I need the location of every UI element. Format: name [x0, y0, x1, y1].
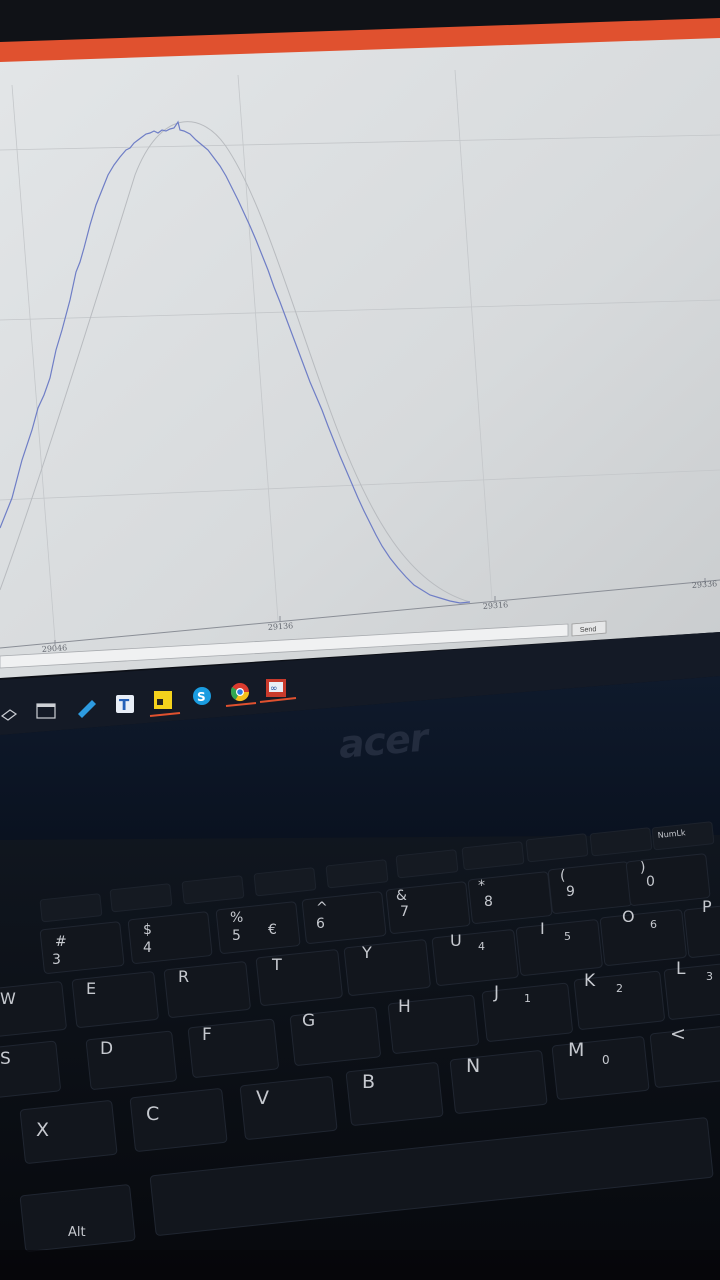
- window-title-bar: [0, 18, 720, 62]
- key-label: V: [256, 1087, 269, 1109]
- x-tick-label-3: 29316: [483, 600, 509, 611]
- alt-key: [19, 1184, 136, 1252]
- key-label: 9: [566, 884, 575, 900]
- number-row-keys[interactable]: [39, 853, 711, 974]
- key-label: &: [396, 888, 407, 904]
- key-label: $: [143, 922, 152, 938]
- pencil-icon[interactable]: [78, 700, 96, 718]
- key-label: (: [560, 868, 565, 884]
- key-label: X: [36, 1119, 49, 1141]
- reference-curve: [0, 121, 471, 603]
- plot-x-axis: [0, 579, 720, 649]
- key-label: R: [178, 967, 189, 986]
- send-button[interactable]: [571, 620, 607, 637]
- key-label: H: [398, 997, 411, 1017]
- key-label: 6: [316, 916, 325, 932]
- message-input[interactable]: [0, 623, 569, 669]
- key-label: 4: [143, 940, 152, 956]
- sticky-notes-icon[interactable]: [154, 691, 172, 709]
- key-label: 0: [646, 874, 655, 890]
- letter-row-home-keys[interactable]: [0, 960, 720, 1100]
- text-app-icon[interactable]: T: [116, 695, 134, 714]
- send-button-label: Send: [580, 626, 597, 634]
- x-tick-label-1: 29046: [42, 643, 68, 654]
- measured-curve: [0, 120, 471, 604]
- key-label: 5: [232, 928, 241, 944]
- taskbar: [0, 632, 720, 735]
- key-label: D: [100, 1039, 113, 1059]
- window-icon[interactable]: [36, 703, 56, 719]
- key-label: I: [540, 919, 545, 938]
- space-bar: [149, 1117, 714, 1236]
- key-label: Y: [361, 943, 372, 962]
- key-label: 2: [616, 982, 623, 995]
- key-label: 4: [478, 940, 485, 953]
- chrome-icon[interactable]: [230, 683, 249, 702]
- key-label: ^: [316, 900, 328, 916]
- key-label: W: [0, 989, 16, 1008]
- key-label: 8: [484, 894, 493, 910]
- key-label: 5: [564, 930, 571, 943]
- x-tick-label-4: 29336: [692, 579, 718, 590]
- key-label: K: [584, 971, 596, 991]
- key-label: 1: [524, 992, 531, 1005]
- key-label: 6: [650, 918, 657, 931]
- key-label: N: [466, 1055, 480, 1077]
- key-label: S: [0, 1049, 11, 1069]
- letter-row-top-keys[interactable]: [0, 901, 720, 1038]
- key-label: 0: [602, 1053, 610, 1067]
- key-label: 3: [52, 952, 61, 968]
- key-label: F: [202, 1025, 212, 1045]
- key-label: €: [268, 922, 277, 938]
- brand-logo: acer: [337, 715, 432, 767]
- bottom-bezel: [0, 676, 720, 840]
- key-label: <: [670, 1023, 686, 1045]
- alt-key-label: Alt: [68, 1225, 86, 1240]
- serial-app-icon[interactable]: ∞: [266, 679, 286, 697]
- key-label: L: [676, 959, 686, 979]
- key-numlock-label: NumLk: [657, 828, 686, 840]
- key-label: U: [450, 931, 462, 950]
- key-label: 3: [706, 970, 713, 983]
- svg-text:T: T: [119, 696, 130, 714]
- taskbar-icons: T S ∞: [0, 679, 297, 721]
- key-label: #: [55, 934, 67, 950]
- key-label: B: [362, 1071, 375, 1093]
- key-label: 7: [400, 904, 409, 920]
- svg-text:∞: ∞: [270, 684, 278, 694]
- skype-icon[interactable]: S: [193, 687, 211, 705]
- plot-grid: [0, 69, 720, 641]
- key-label: O: [622, 907, 635, 926]
- key-label: J: [493, 983, 499, 1003]
- key-label: C: [146, 1103, 159, 1125]
- function-keys: [39, 821, 715, 923]
- key-label: E: [86, 979, 96, 998]
- key-label: M: [568, 1039, 584, 1061]
- key-label: ): [640, 860, 645, 876]
- x-tick-label-2: 29136: [268, 621, 294, 632]
- screen-surface: [0, 30, 720, 678]
- svg-text:S: S: [197, 690, 206, 704]
- letter-row-bottom-keys[interactable]: [19, 1024, 720, 1164]
- key-label: *: [478, 878, 485, 894]
- key-label: T: [271, 955, 282, 974]
- key-label: P: [702, 897, 712, 916]
- key-label: %: [230, 910, 243, 926]
- key-label: G: [302, 1011, 315, 1031]
- network-icon[interactable]: [0, 709, 18, 721]
